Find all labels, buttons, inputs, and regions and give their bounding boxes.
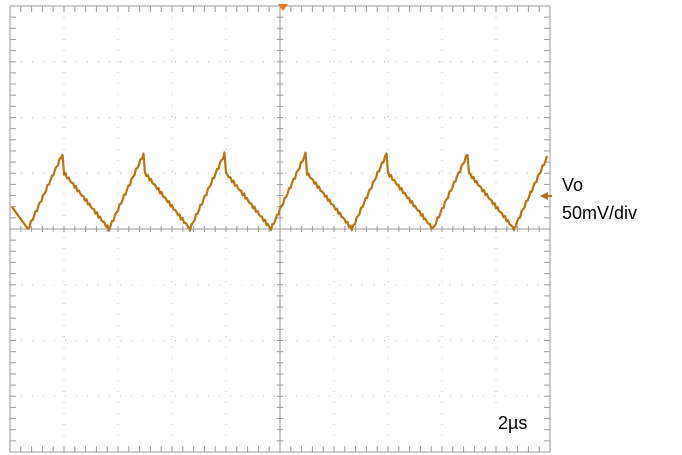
- channel-label: Vo: [562, 175, 583, 195]
- waveform: [11, 151, 549, 232]
- scale-label: 50mV/div: [562, 203, 637, 223]
- timebase-box: [492, 406, 544, 436]
- ground-marker: [540, 192, 548, 200]
- trigger-marker: [278, 4, 288, 11]
- timebase-label: 2µs: [498, 413, 527, 433]
- waveform-trace: [11, 151, 549, 232]
